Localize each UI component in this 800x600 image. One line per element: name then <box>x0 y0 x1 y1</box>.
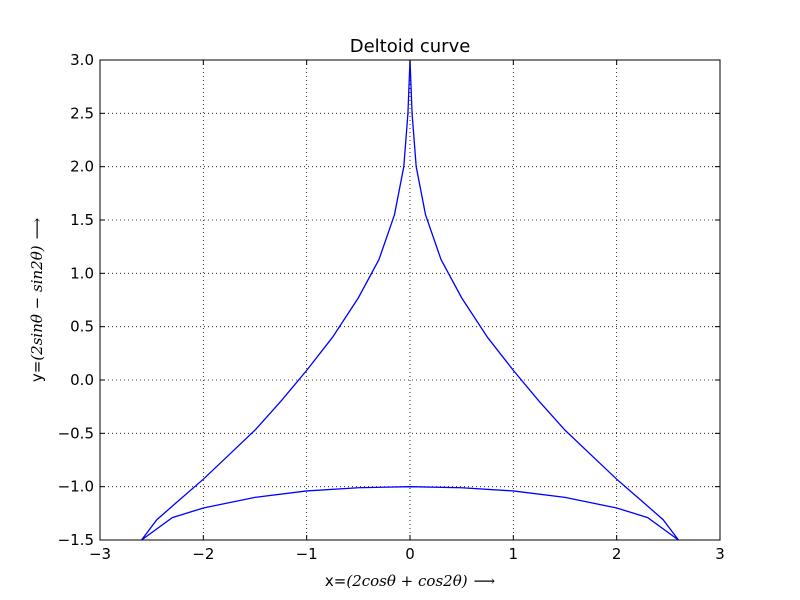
x-tick-label: 2 <box>612 545 622 563</box>
y-axis-label: y=(2sinθ − sin2θ)⟶ <box>28 218 46 382</box>
x-tick-labels: −3 −2 −1 0 1 2 3 <box>89 545 725 563</box>
y-tick-label: 2.5 <box>70 104 94 122</box>
x-tick-label: 1 <box>509 545 519 563</box>
ticks <box>99 59 721 541</box>
y-tick-label: 0.0 <box>70 371 94 389</box>
y-tick-label: 3.0 <box>70 51 94 69</box>
chart-title: Deltoid curve <box>350 36 471 57</box>
deltoid-line <box>141 60 679 540</box>
y-tick-label: −0.5 <box>58 424 94 442</box>
y-tick-label: −1.5 <box>58 531 94 549</box>
x-tick-label: 3 <box>715 545 725 563</box>
y-tick-labels: −1.5 −1.0 −0.5 0.0 0.5 1.0 1.5 2.0 2.5 3.0 <box>58 51 94 549</box>
y-tick-label: 1.5 <box>70 211 94 229</box>
x-tick-label: −2 <box>192 545 214 563</box>
grid <box>100 60 720 540</box>
y-tick-label: 0.5 <box>70 318 94 336</box>
y-tick-label: 2.0 <box>70 158 94 176</box>
y-tick-label: −1.0 <box>58 478 94 496</box>
x-axis-label: x=(2cosθ + cos2θ) ⟶ <box>325 572 495 590</box>
x-tick-label: 0 <box>405 545 415 563</box>
x-tick-label: −1 <box>296 545 318 563</box>
x-tick-label: −3 <box>89 545 111 563</box>
y-tick-label: 1.0 <box>70 264 94 282</box>
